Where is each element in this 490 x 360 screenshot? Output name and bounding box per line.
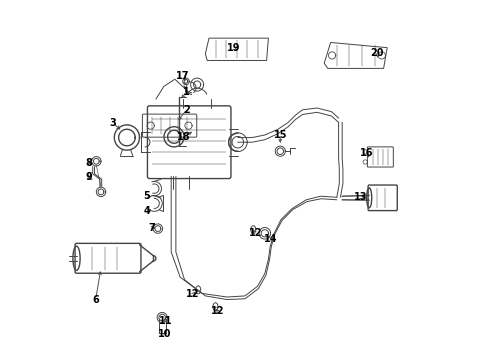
Text: 19: 19: [227, 42, 240, 53]
Text: 14: 14: [264, 234, 277, 244]
Text: 12: 12: [186, 289, 199, 300]
Text: 15: 15: [273, 130, 287, 140]
Text: 13: 13: [353, 192, 367, 202]
Text: 17: 17: [176, 71, 190, 81]
Text: 18: 18: [177, 132, 191, 142]
Text: 8: 8: [85, 158, 92, 168]
Text: 2: 2: [183, 105, 190, 115]
Text: 10: 10: [158, 329, 172, 339]
Text: 12: 12: [249, 228, 263, 238]
Text: 20: 20: [371, 48, 384, 58]
Text: 3: 3: [109, 118, 116, 128]
Text: 1: 1: [183, 87, 190, 97]
Text: 4: 4: [144, 206, 150, 216]
Text: 6: 6: [92, 294, 99, 305]
Text: 11: 11: [159, 316, 172, 326]
Text: 12: 12: [211, 306, 225, 316]
Text: 9: 9: [85, 172, 92, 182]
Text: 7: 7: [148, 223, 155, 233]
Text: 16: 16: [360, 148, 373, 158]
Text: 5: 5: [144, 191, 150, 201]
